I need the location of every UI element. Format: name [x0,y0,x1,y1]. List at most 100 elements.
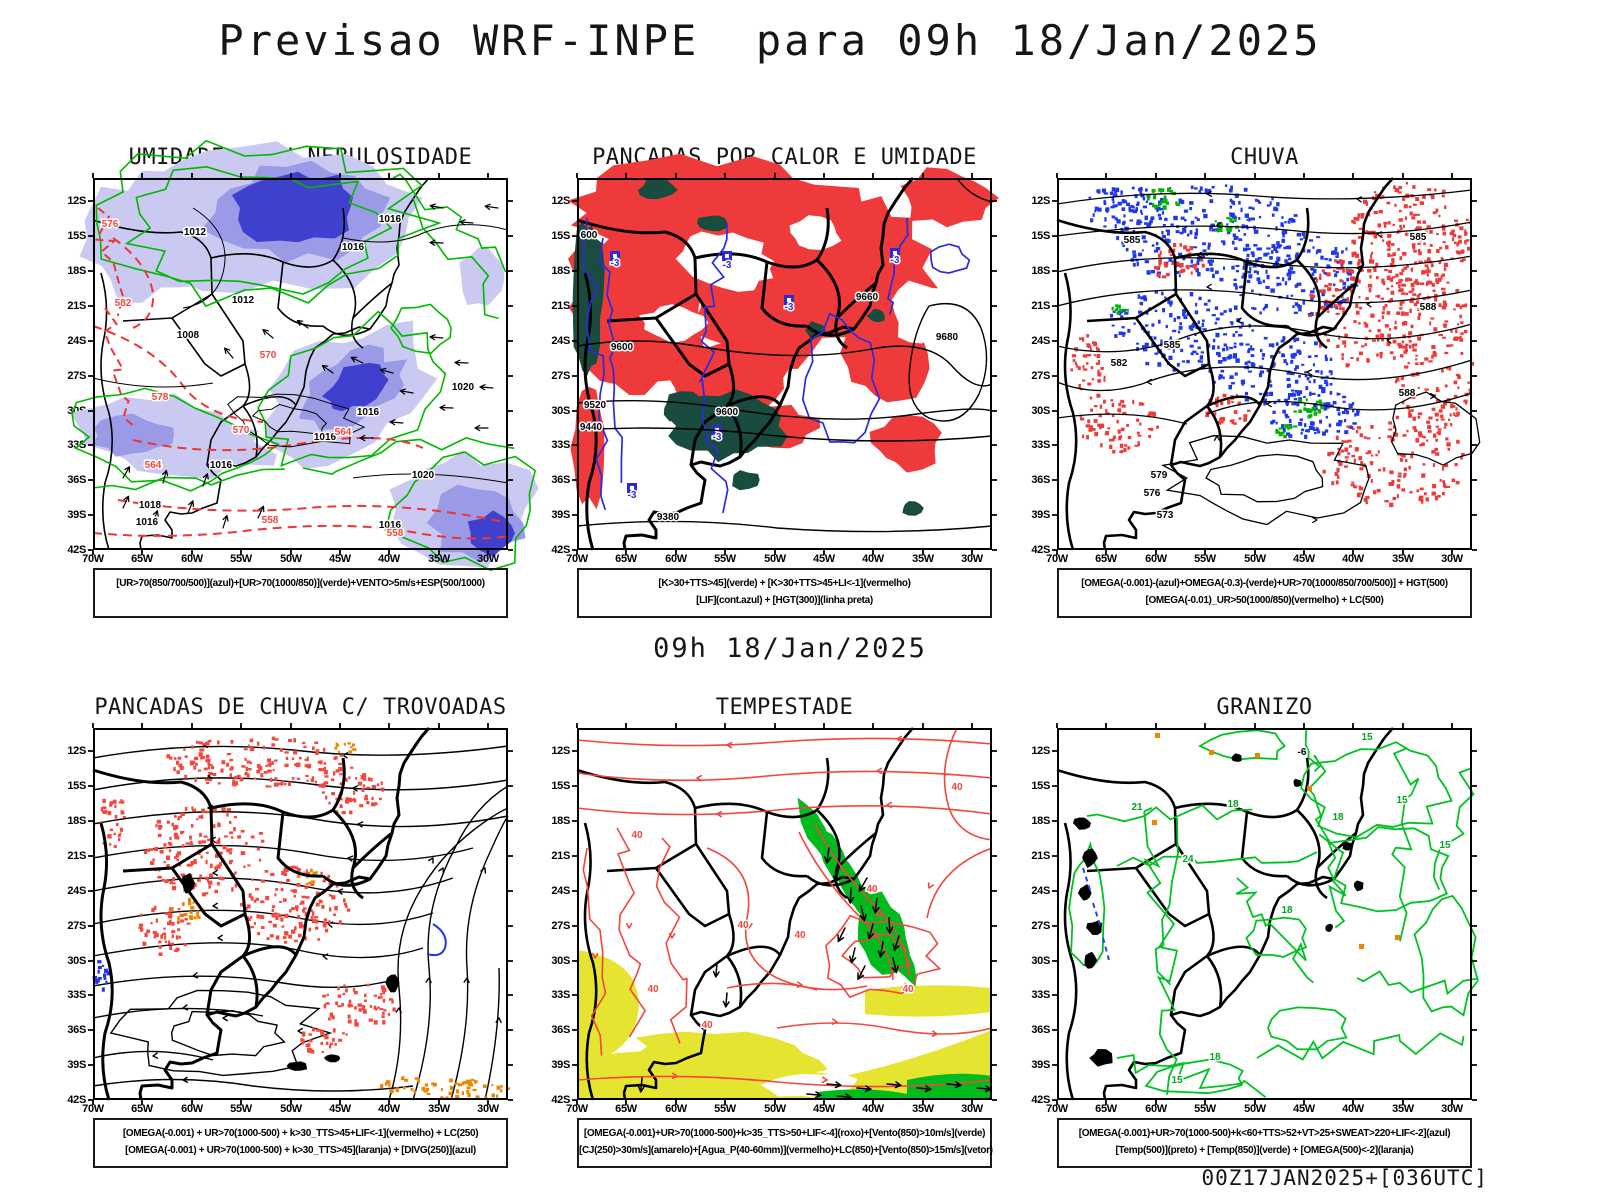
lon-tick-label: 65W [131,553,153,565]
lat-tick-label: 42S [67,544,86,556]
svg-text:9520: 9520 [584,400,607,411]
lat-tick-label: 12S [551,745,570,757]
caption-box: [UR>70(850/700/500)](azul)+[UR>70(1000/8… [93,568,508,618]
lon-tick-label: 45W [329,553,351,565]
lat-tick-label: 18S [551,265,570,277]
caption-box: [OMEGA(-0.001)-(azul)+OMEGA(-0.3)-(verde… [1057,568,1472,618]
map-canvas-svg: 585 585 588 585 582 588 579 576 573 [1052,173,1481,555]
lon-tick-label: 70W [82,1103,104,1115]
lat-tick-label: 30S [551,405,570,417]
lon-tick-label: 35W [428,1103,450,1115]
svg-text:1016: 1016 [342,242,365,253]
lat-tick-label: 36S [551,1024,570,1036]
lat-tick-label: 39S [67,1059,86,1071]
svg-text:-3: -3 [891,255,900,266]
map-canvas-svg: 1012 1016 1016 1012 1008 1016 1016 1020 1016 1020… [71,139,539,572]
lon-tick-label: 45W [813,553,835,565]
lon-tick-label: 30W [477,553,499,565]
lat-tick-label: 27S [67,920,86,932]
lon-axis: 70W 65W 60W 55W 50W 45W 40W 35W 30W [566,1100,992,1117]
lat-tick-label: 33S [1031,439,1050,451]
lat-tick-label: 21S [551,850,570,862]
lon-axis: 70W 65W 60W 55W 50W 45W 40W 35W 30W [1046,550,1472,567]
svg-text:1016: 1016 [314,432,337,443]
panel-title: PANCADAS DE CHUVA C/ TROVOADAS [94,695,507,720]
svg-text:-3: -3 [628,490,637,501]
svg-text:588: 588 [1420,302,1437,313]
lat-tick-label: 39S [67,509,86,521]
caption-box: [OMEGA(-0.001) + UR>70(1000-500) + k>30_… [93,1118,508,1168]
lon-tick-label: 40W [862,553,884,565]
svg-text:1020: 1020 [452,382,475,393]
lat-tick-label: 24S [1031,335,1050,347]
lat-tick-label: 36S [67,1024,86,1036]
svg-text:576: 576 [102,219,119,230]
svg-text:21: 21 [1131,802,1143,813]
lon-tick-label: 50W [1244,553,1266,565]
lon-tick-label: 35W [912,553,934,565]
lon-tick-label: 70W [82,553,104,565]
lon-tick-label: 55W [230,1103,252,1115]
lat-tick-label: 24S [67,335,86,347]
lat-tick-label: 33S [551,439,570,451]
svg-text:-3: -3 [611,258,620,269]
svg-text:1012: 1012 [184,227,207,238]
panel-calor: PANCADAS POR CALOR E UMIDADE 12S 15S 18S 21… [539,145,999,650]
lon-tick-label: 55W [1194,1103,1216,1115]
caption-line: [OMEGA(-0.001) + UR>70(1000-500) + k>30_… [122,1128,479,1139]
lon-tick-label: 45W [1293,1103,1315,1115]
lon-tick-label: 70W [1046,1103,1068,1115]
lon-tick-label: 55W [714,553,736,565]
caption-line: [OMEGA(-0.001) + UR>70(1000-500) + k>30_… [125,1144,476,1156]
lat-tick-label: 33S [551,989,570,1001]
svg-text:40: 40 [737,920,749,931]
svg-text:18: 18 [1332,812,1344,823]
svg-text:24: 24 [1182,854,1194,865]
lat-tick-label: 18S [1031,265,1050,277]
lon-tick-label: 65W [615,553,637,565]
lon-tick-label: 60W [1145,1103,1167,1115]
svg-text:576: 576 [1144,488,1161,499]
lat-tick-label: 33S [67,989,86,1001]
lon-tick-label: 55W [714,1103,736,1115]
svg-text:40: 40 [951,782,963,793]
lat-tick-label: 24S [67,885,86,897]
lat-tick-label: 21S [1031,300,1050,312]
svg-text:570: 570 [260,350,277,361]
lat-tick-label: 42S [551,1094,570,1106]
lat-tick-label: 27S [551,920,570,932]
lon-tick-label: 50W [764,1103,786,1115]
lat-tick-label: 12S [1031,195,1050,207]
lat-tick-label: 12S [1031,745,1050,757]
lat-axis: 12S 15S 18S 21S 24S 27S 30S 33S 36S 39S 42S [1019,728,1055,1106]
lon-tick-label: 55W [230,553,252,565]
lat-tick-label: 42S [551,544,570,556]
lat-axis: 12S 15S 18S 21S 24S 27S 30S 33S 36S 39S 42S [539,728,575,1106]
lon-tick-label: 70W [1046,553,1068,565]
svg-text:9660: 9660 [856,292,879,303]
lon-tick-label: 40W [378,1103,400,1115]
svg-text:588: 588 [1399,388,1416,399]
map-plot: 15 15 15 21 18 18 24 18 18 15 -6 [1052,723,1479,1105]
svg-text:9680: 9680 [936,332,959,343]
panel-title: GRANIZO [1216,695,1313,720]
svg-text:15: 15 [1396,795,1408,806]
svg-text:-3: -3 [785,302,794,313]
lon-tick-label: 30W [1441,553,1463,565]
svg-text:558: 558 [387,528,404,539]
caption-line: [Temp(500)](preto) + [Temp(850)](verde) … [1115,1144,1414,1156]
lat-tick-label: 21S [551,300,570,312]
map-canvas-svg: 15 15 15 21 18 18 24 18 18 15 -6 [1052,723,1479,1105]
svg-text:1016: 1016 [379,214,402,225]
lat-tick-label: 21S [67,850,86,862]
lon-tick-label: 30W [961,1103,983,1115]
lat-tick-label: 30S [67,955,86,967]
svg-text:579: 579 [1151,470,1168,481]
lat-tick-label: 42S [67,1094,86,1106]
lon-tick-label: 40W [378,553,400,565]
lat-tick-label: 27S [1031,370,1050,382]
lon-tick-label: 45W [329,1103,351,1115]
svg-text:40: 40 [701,1020,713,1031]
svg-text:9440: 9440 [580,422,603,433]
map-plot: 600 9600 9520 9440 9600 9380 9680 9660 -3 -3 -3 -3 -… [567,153,999,555]
